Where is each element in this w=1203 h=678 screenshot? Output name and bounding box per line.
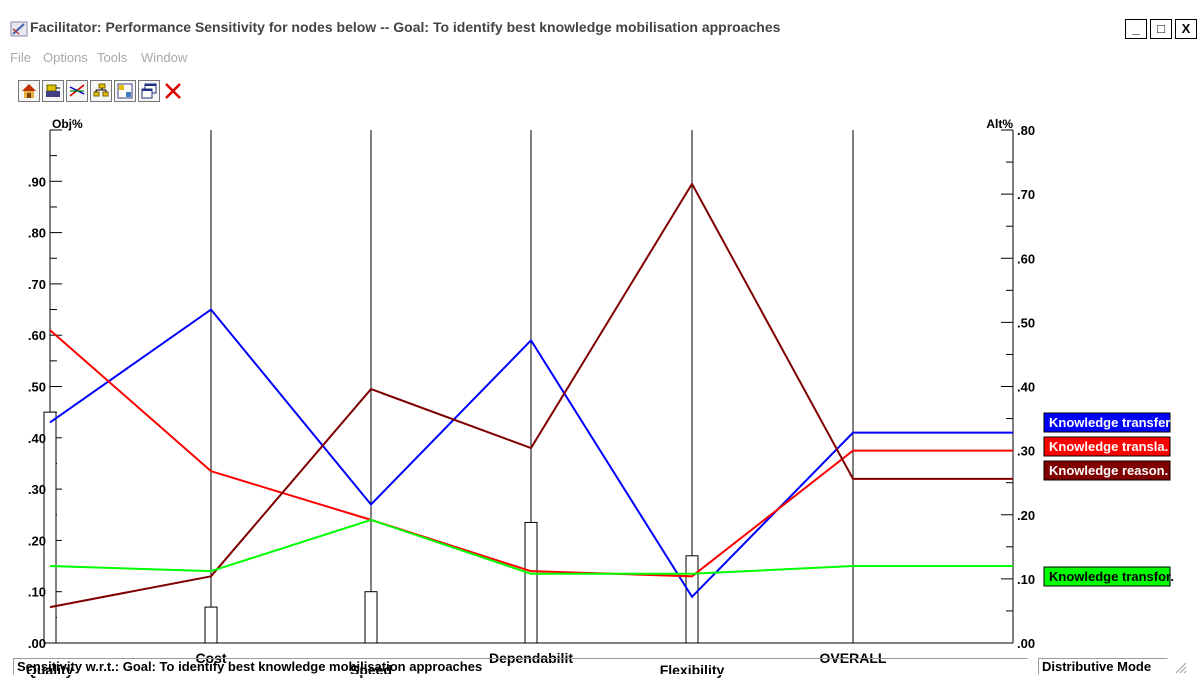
series-line xyxy=(49,308,1013,599)
status-bar: Sensitivity w.r.t.: Goal: To identify be… xyxy=(13,658,1188,676)
left-tick-label: .50 xyxy=(28,380,46,395)
left-tick-label: .70 xyxy=(28,277,46,292)
home-button[interactable] xyxy=(18,80,40,102)
series-line xyxy=(49,181,1013,609)
tree-icon xyxy=(93,83,109,97)
left-tick-label: .80 xyxy=(28,226,46,241)
objective-weight-bar xyxy=(364,591,378,644)
menu-bar: File Options Tools Window xyxy=(0,46,300,68)
sensitivity-button[interactable] xyxy=(66,80,88,102)
right-axis-title: Alt% xyxy=(986,117,1013,131)
left-tick-label: .20 xyxy=(28,533,46,548)
menu-window[interactable]: Window xyxy=(141,50,188,65)
window-title: Facilitator: Performance Sensitivity for… xyxy=(30,19,781,35)
maximize-button[interactable]: □ xyxy=(1150,19,1172,39)
left-tick-label: .90 xyxy=(28,174,46,189)
print-button[interactable] xyxy=(42,80,64,102)
series-line xyxy=(49,329,1013,578)
tree-button[interactable] xyxy=(90,80,112,102)
left-tick-label: .10 xyxy=(28,585,46,600)
left-axis-title: Obj% xyxy=(52,117,83,131)
close-icon xyxy=(165,83,181,99)
left-tick-label: .60 xyxy=(28,328,46,343)
menu-options[interactable]: Options xyxy=(43,50,88,65)
windows-icon xyxy=(141,83,157,99)
menu-tools[interactable]: Tools xyxy=(97,50,128,65)
right-tick-label: .80 xyxy=(1017,123,1035,138)
menu-file[interactable]: File xyxy=(10,50,31,65)
close-button[interactable]: X xyxy=(1175,19,1197,39)
layout-button[interactable] xyxy=(114,80,136,102)
delete-button[interactable] xyxy=(162,80,184,102)
right-tick-label: .00 xyxy=(1017,636,1035,651)
legend-box xyxy=(1043,412,1171,433)
right-tick-label: .70 xyxy=(1017,187,1035,202)
sensitivity-icon xyxy=(69,84,85,97)
right-tick-label: .40 xyxy=(1017,380,1035,395)
right-tick-label: .60 xyxy=(1017,251,1035,266)
left-tick-label: .30 xyxy=(28,482,46,497)
windows-button[interactable] xyxy=(138,80,160,102)
right-tick-label: .10 xyxy=(1017,572,1035,587)
legend-box xyxy=(1043,436,1171,457)
legend-label: Knowledge transfor. xyxy=(1049,569,1174,584)
right-tick-label: .30 xyxy=(1017,444,1035,459)
right-tick-label: .20 xyxy=(1017,508,1035,523)
status-mode-text: Distributive Mode xyxy=(1038,658,1168,675)
legend-box xyxy=(1043,460,1171,481)
toolbar xyxy=(16,80,256,104)
right-tick-label: .50 xyxy=(1017,315,1035,330)
left-tick-label: .00 xyxy=(28,636,46,651)
objective-weight-bar xyxy=(524,521,538,644)
minimize-button[interactable]: _ xyxy=(1125,19,1147,39)
legend-box xyxy=(1043,566,1171,587)
legend-label: Knowledge reason. xyxy=(1049,463,1168,478)
objective-weight-bar xyxy=(204,606,218,644)
resize-grip-icon[interactable] xyxy=(1173,660,1187,674)
layout-icon xyxy=(117,83,133,99)
title-bar: Facilitator: Performance Sensitivity for… xyxy=(0,15,1203,45)
left-tick-label: .40 xyxy=(28,431,46,446)
app-icon xyxy=(10,21,28,37)
status-sensitivity-text: Sensitivity w.r.t.: Goal: To identify be… xyxy=(13,658,1028,675)
series-line xyxy=(49,518,1013,575)
objective-weight-bar xyxy=(43,411,57,644)
home-icon xyxy=(22,84,36,98)
objective-weight-bar xyxy=(685,555,699,644)
print-icon xyxy=(46,84,60,97)
legend-label: Knowledge transla. xyxy=(1049,439,1168,454)
legend-label: Knowledge transfer xyxy=(1049,415,1170,430)
